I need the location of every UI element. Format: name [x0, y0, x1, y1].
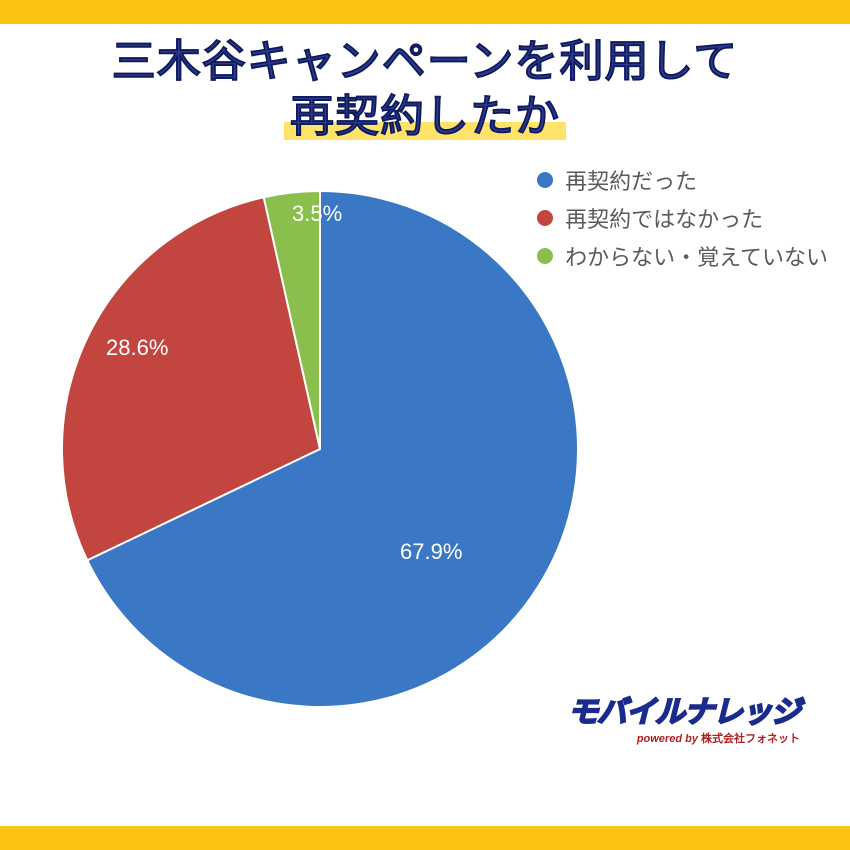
legend-item: 再契約ではなかった [537, 202, 828, 234]
pie-slice-label: 28.6% [106, 335, 168, 361]
legend-label: 再契約だった [565, 164, 697, 196]
legend-label: 再契約ではなかった [565, 202, 763, 234]
logo-sub-text: powered by 株式会社フォネット [568, 730, 800, 746]
pie-slice-label: 67.9% [400, 539, 462, 565]
top-accent-bar [0, 0, 850, 24]
chart-area: 67.9% 28.6% 3.5% 再契約だった再契約ではなかったわからない・覚えてい… [0, 144, 850, 784]
legend: 再契約だった再契約ではなかったわからない・覚えていない [537, 164, 828, 278]
pie-chart: 67.9% 28.6% 3.5% [60, 189, 580, 709]
legend-item: わからない・覚えていない [537, 240, 828, 272]
legend-swatch [537, 172, 553, 188]
title-line-2: 再契約したか [290, 89, 560, 144]
chart-title: 三木谷キャンペーンを利用して 再契約したか [0, 34, 850, 144]
legend-swatch [537, 248, 553, 264]
legend-label: わからない・覚えていない [565, 240, 828, 272]
legend-item: 再契約だった [537, 164, 828, 196]
pie-slice-label: 3.5% [292, 201, 342, 227]
legend-swatch [537, 210, 553, 226]
bottom-accent-bar [0, 826, 850, 850]
brand-logo: モバイルナレッジ powered by 株式会社フォネット [568, 698, 800, 746]
logo-main-text: モバイルナレッジ [568, 698, 800, 728]
title-line-1: 三木谷キャンペーンを利用して [0, 34, 850, 89]
